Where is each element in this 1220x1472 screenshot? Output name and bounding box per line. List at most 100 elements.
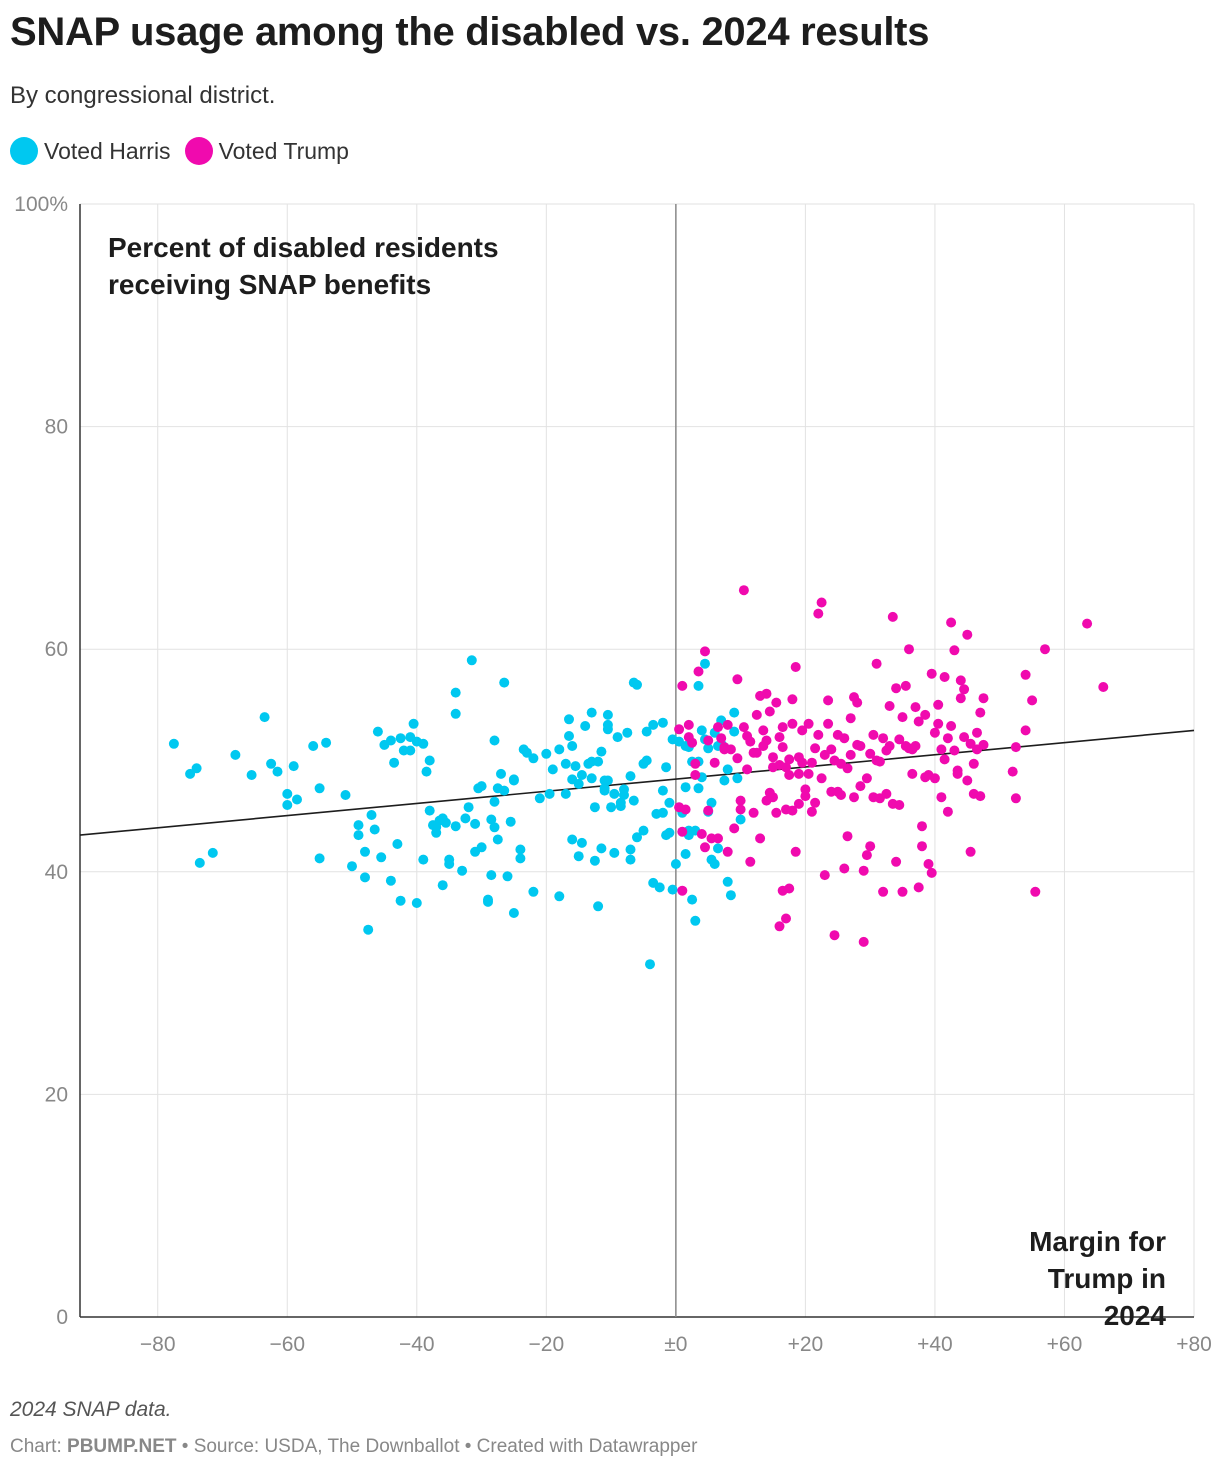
point-harris xyxy=(385,875,396,886)
point-trump xyxy=(703,805,714,816)
point-trump xyxy=(761,735,772,746)
x-tick-label: +60 xyxy=(1047,1333,1083,1356)
x-axis-title-line: Trump in xyxy=(1048,1263,1166,1294)
legend-swatch-trump xyxy=(184,137,213,165)
point-trump xyxy=(959,732,970,743)
point-harris xyxy=(185,768,196,779)
point-harris xyxy=(353,830,364,841)
point-harris xyxy=(628,795,639,806)
point-trump xyxy=(787,805,798,816)
point-harris xyxy=(722,764,733,775)
point-trump xyxy=(1020,725,1031,736)
point-trump xyxy=(687,737,698,748)
point-harris xyxy=(554,891,565,902)
point-trump xyxy=(975,707,986,718)
point-harris xyxy=(625,854,636,865)
point-trump xyxy=(975,791,986,802)
x-tick-label: −40 xyxy=(399,1333,435,1356)
point-harris xyxy=(508,774,519,785)
point-trump xyxy=(858,936,869,947)
x-tick-label: −80 xyxy=(140,1333,176,1356)
point-trump xyxy=(755,833,766,844)
point-trump xyxy=(978,739,989,750)
point-harris xyxy=(589,802,600,813)
point-harris xyxy=(340,790,351,800)
point-harris xyxy=(418,738,429,749)
point-harris xyxy=(502,871,513,882)
point-trump xyxy=(849,792,859,803)
point-trump xyxy=(777,722,788,733)
point-harris xyxy=(353,820,364,831)
point-trump xyxy=(878,733,889,744)
point-harris xyxy=(282,788,293,799)
point-harris xyxy=(366,810,377,820)
point-trump xyxy=(1010,742,1021,753)
point-trump xyxy=(793,798,804,809)
point-harris xyxy=(713,843,723,854)
point-trump xyxy=(761,688,772,699)
point-trump xyxy=(823,695,834,706)
point-harris xyxy=(735,814,746,825)
point-trump xyxy=(1082,618,1093,629)
point-harris xyxy=(418,854,429,865)
x-tick-label: −60 xyxy=(269,1333,305,1356)
footer-brand[interactable]: PBUMP.NET xyxy=(67,1436,177,1457)
point-harris xyxy=(292,794,302,805)
point-trump xyxy=(959,684,970,695)
point-harris xyxy=(450,821,461,832)
point-trump xyxy=(1020,669,1031,680)
trendline-group xyxy=(79,729,1195,836)
point-trump xyxy=(823,718,834,729)
chart-title: SNAP usage among the disabled vs. 2024 r… xyxy=(10,10,930,54)
point-harris xyxy=(612,732,623,743)
point-harris xyxy=(664,827,675,838)
point-trump xyxy=(891,683,902,694)
point-trump xyxy=(962,775,973,786)
point-harris xyxy=(602,775,613,786)
point-harris xyxy=(645,959,655,970)
point-harris xyxy=(489,796,500,807)
point-harris xyxy=(602,719,613,730)
x-tick-label: −20 xyxy=(529,1333,565,1356)
point-harris xyxy=(259,712,270,723)
point-harris xyxy=(667,884,678,895)
point-harris xyxy=(602,709,613,720)
point-trump xyxy=(842,831,853,842)
point-harris xyxy=(363,924,374,935)
point-harris xyxy=(408,718,419,729)
point-trump xyxy=(806,757,817,768)
grid xyxy=(80,203,1195,1317)
point-trump xyxy=(745,736,756,747)
point-trump xyxy=(790,846,801,857)
point-harris xyxy=(703,743,714,754)
y-tick-label: 20 xyxy=(45,1083,68,1106)
point-trump xyxy=(865,748,876,759)
point-trump xyxy=(690,770,701,780)
point-harris xyxy=(207,847,218,858)
point-trump xyxy=(713,722,723,733)
point-trump xyxy=(900,680,911,691)
point-harris xyxy=(589,855,600,866)
point-trump xyxy=(865,841,876,852)
legend-item-trump: Voted Trump xyxy=(184,137,349,165)
legend: Voted Harris Voted Trump xyxy=(10,137,363,165)
point-harris xyxy=(230,749,241,760)
point-harris xyxy=(460,813,471,824)
point-harris xyxy=(489,822,500,833)
point-trump xyxy=(871,658,882,669)
point-trump xyxy=(784,754,795,765)
point-harris xyxy=(596,843,607,854)
point-harris xyxy=(521,747,532,758)
point-trump xyxy=(725,744,736,755)
point-trump xyxy=(852,697,863,708)
x-tick-label: +80 xyxy=(1176,1333,1212,1356)
legend-swatch-harris xyxy=(10,137,38,165)
point-harris xyxy=(347,861,357,872)
point-trump xyxy=(787,718,798,729)
point-harris xyxy=(314,853,325,864)
point-harris xyxy=(392,839,403,849)
point-trump xyxy=(742,764,753,775)
point-trump xyxy=(855,781,866,792)
point-harris xyxy=(544,788,555,799)
